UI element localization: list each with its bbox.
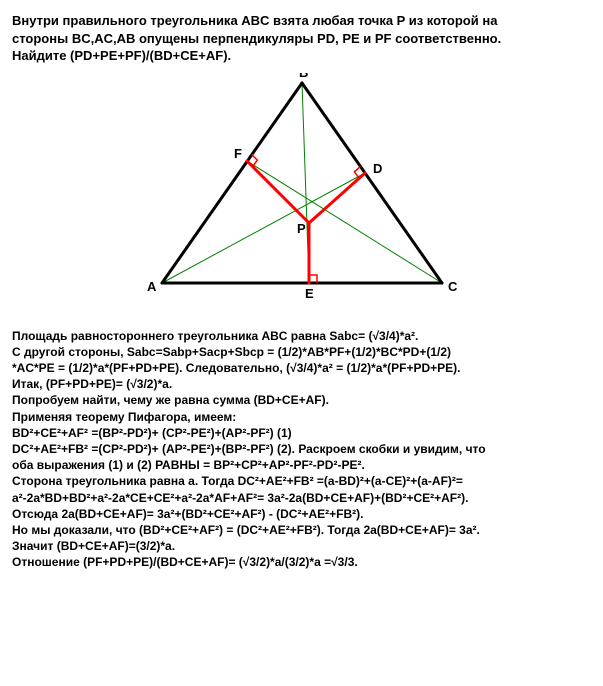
sol-l3: *AC*PE = (1/2)*a*(PF+PD+PE). Следователь…: [12, 361, 461, 375]
sol-l12: Отсюда 2a(BD+CE+AF)= 3a²+(BD²+CE²+AF²) -…: [12, 507, 363, 521]
sol-l11: a²-2a*BD+BD²+a²-2a*CE+CE²+a²-2a*AF+AF²= …: [12, 491, 468, 505]
sol-l8: DC²+AE²+FB² =(CP²-PD²)+ (AP²-PE²)+(BP²-P…: [12, 442, 486, 456]
sol-l2: С другой стороны, Sabc=Sabp+Sacp+Sbcp = …: [12, 345, 451, 359]
solution-text: Площадь равностороннего треугольника ABC…: [12, 328, 591, 571]
svg-text:E: E: [305, 286, 314, 301]
sol-l9: оба выражения (1) и (2) РАВНЫ = BP²+CP²+…: [12, 458, 365, 472]
sol-l1: Площадь равностороннего треугольника ABC…: [12, 329, 418, 343]
svg-text:P: P: [297, 221, 306, 236]
sol-l14: Значит (BD+CE+AF)=(3/2)*a.: [12, 539, 175, 553]
svg-text:C: C: [448, 279, 458, 294]
sol-l13: Но мы доказали, что (BD²+CE²+AF²) = (DC²…: [12, 523, 480, 537]
triangle-diagram: A B C D E F P: [137, 73, 467, 313]
sol-l7: BD²+CE²+AF² =(BP²-PD²)+ (CP²-PE²)+(AP²-P…: [12, 426, 292, 440]
sol-l10: Сторона треугольника равна a. Тогда DC²+…: [12, 474, 463, 488]
problem-line-3: Найдите (PD+PE+PF)/(BD+CE+AF).: [12, 48, 231, 63]
sol-l6: Применяя теорему Пифагора, имеем:: [12, 410, 236, 424]
svg-text:D: D: [373, 161, 382, 176]
sol-l5: Попробуем найти, чему же равна сумма (BD…: [12, 393, 329, 407]
svg-text:B: B: [299, 73, 308, 80]
diagram-container: A B C D E F P: [12, 73, 591, 318]
sol-l15: Отношение (PF+PD+PE)/(BD+CE+AF)= (√3/2)*…: [12, 555, 358, 569]
problem-line-2: стороны BC,AC,AB опущены перпендикуляры …: [12, 31, 501, 46]
problem-statement: Внутри правильного треугольника ABC взят…: [12, 12, 591, 65]
svg-text:F: F: [234, 146, 242, 161]
svg-text:A: A: [147, 279, 157, 294]
problem-line-1: Внутри правильного треугольника ABC взят…: [12, 13, 497, 28]
sol-l4: Итак, (PF+PD+PE)= (√3/2)*a.: [12, 377, 172, 391]
